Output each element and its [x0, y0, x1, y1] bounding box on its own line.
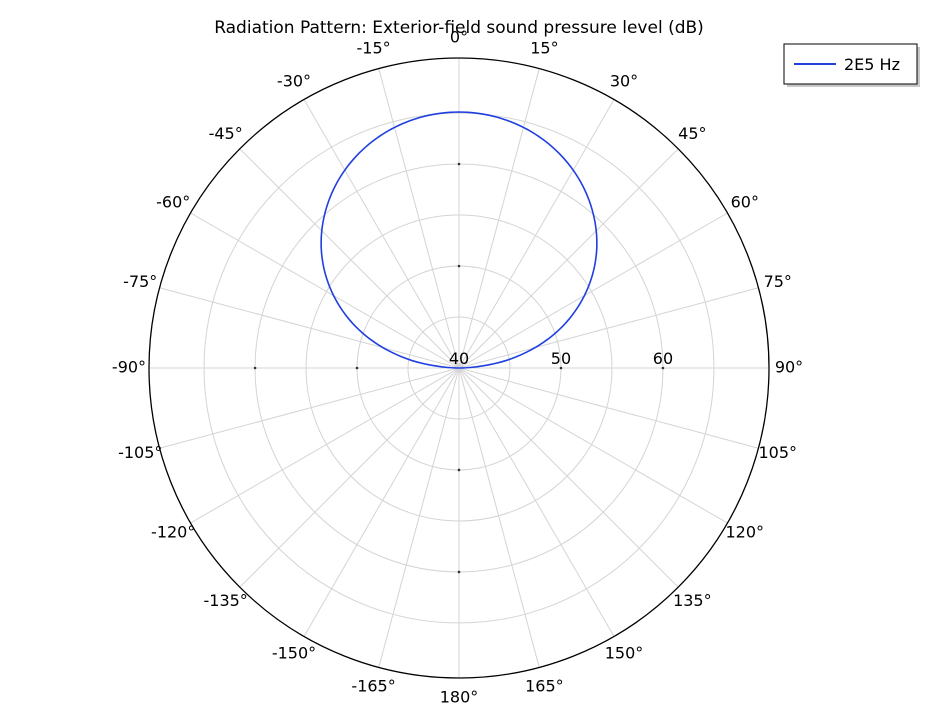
grid-spoke--165	[378, 367, 460, 668]
radial-tick-mark	[355, 366, 359, 370]
grid-spoke--75	[159, 287, 460, 369]
radial-tick-mark	[457, 162, 461, 166]
outer-ring	[148, 57, 770, 679]
angle-tick-label: 30°	[610, 72, 638, 91]
radial-labels: 40 50 60	[449, 349, 673, 368]
angle-tick-label: 150°	[605, 643, 644, 662]
grid-spoke--30	[303, 99, 460, 369]
series-layer	[320, 111, 598, 369]
radial-tick-mark	[661, 366, 665, 370]
angle-tick-label: -165°	[351, 676, 395, 695]
angle-tick-label: 45°	[678, 124, 706, 143]
angle-tick-label: -105°	[118, 443, 162, 462]
grid-spoke-135	[458, 367, 679, 588]
grid-spoke-15	[458, 68, 540, 369]
angle-tick-label: 60°	[731, 193, 759, 212]
legend-entry: 2E5 Hz	[844, 55, 900, 74]
grid-spoke--60	[190, 212, 460, 369]
radial-tick-label: 60	[653, 349, 673, 368]
angle-tick-label: -30°	[277, 72, 311, 91]
angle-tick-label: -60°	[156, 193, 190, 212]
grid-spoke-165	[458, 367, 540, 668]
grid-spoke--45	[239, 148, 460, 369]
radial-tick-mark	[457, 570, 461, 574]
angle-tick-label: -150°	[272, 643, 316, 662]
grid-spoke-105	[458, 367, 759, 449]
angle-tick-label: -75°	[123, 272, 157, 291]
angle-tick-label: 165°	[525, 676, 564, 695]
radial-tick-marks	[253, 162, 665, 574]
angle-tick-label: 0°	[450, 28, 468, 47]
angle-tick-label: 120°	[726, 523, 765, 542]
angle-tick-label: 180°	[440, 688, 479, 707]
angle-tick-label: 90°	[775, 358, 803, 377]
angle-tick-label: 75°	[764, 272, 792, 291]
grid-spoke-30	[458, 99, 615, 369]
radial-tick-mark	[559, 366, 563, 370]
grid-spoke-60	[458, 212, 728, 369]
angle-tick-label: -120°	[151, 523, 195, 542]
angle-tick-label: -15°	[357, 39, 391, 58]
radial-tick-label: 40	[449, 349, 469, 368]
grid-spoke--105	[159, 367, 460, 449]
grid-spoke--120	[190, 367, 460, 524]
angle-tick-label: 105°	[758, 443, 797, 462]
angle-spokes	[149, 58, 769, 678]
chart-title: Radiation Pattern: Exterior-field sound …	[214, 18, 704, 38]
grid-spoke-75	[458, 287, 759, 369]
radial-tick-label: 50	[551, 349, 571, 368]
angle-tick-label: 135°	[673, 591, 712, 610]
series-line-0	[320, 111, 598, 369]
radial-tick-mark	[457, 468, 461, 472]
grid-spoke-120	[458, 367, 728, 524]
angle-tick-label: 15°	[530, 39, 558, 58]
radial-tick-mark	[253, 366, 257, 370]
grid-spoke--135	[239, 367, 460, 588]
grid-spoke--15	[378, 68, 460, 369]
radial-tick-mark	[457, 264, 461, 268]
angle-tick-label: -135°	[203, 591, 247, 610]
legend: 2E5 Hz	[783, 43, 920, 87]
grid-spoke-150	[458, 367, 615, 637]
angle-tick-label: -90°	[112, 358, 146, 377]
angle-labels: 0° 15° 30° 45° 60° 75° 90° 105° 120° 135° 150° 165°…	[112, 28, 803, 707]
angle-tick-label: -45°	[209, 124, 243, 143]
grid-spoke--150	[303, 367, 460, 637]
grid-spoke-45	[458, 148, 679, 369]
